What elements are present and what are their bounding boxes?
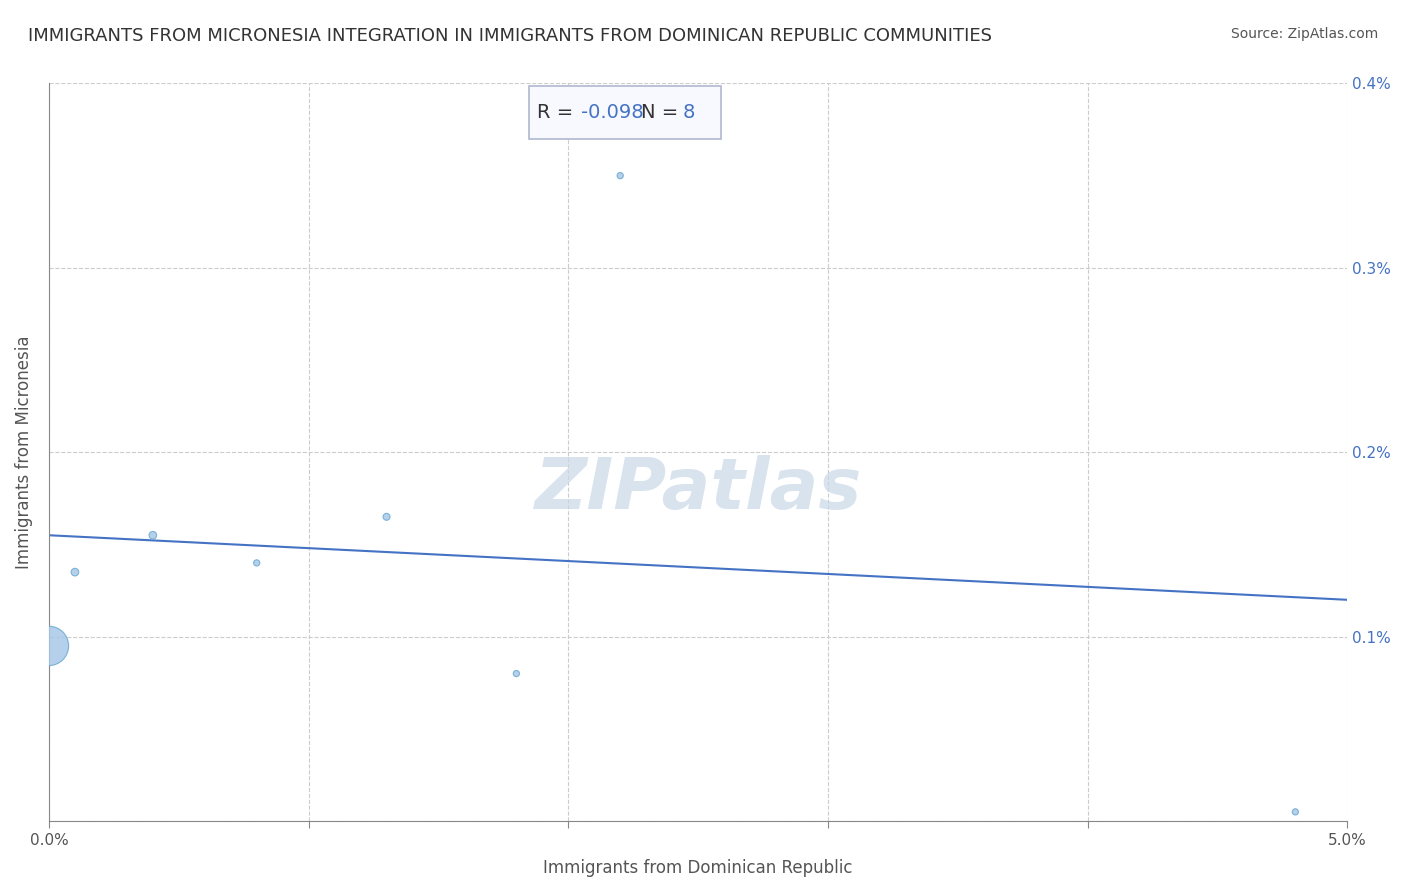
Point [63, 565, 86, 579]
Point [375, 509, 398, 524]
Point [609, 169, 631, 183]
Text: N =: N = [641, 103, 685, 121]
Text: IMMIGRANTS FROM MICRONESIA INTEGRATION IN IMMIGRANTS FROM DOMINICAN REPUBLIC COM: IMMIGRANTS FROM MICRONESIA INTEGRATION I… [28, 27, 993, 45]
Text: ZIPatlas: ZIPatlas [534, 455, 862, 524]
Y-axis label: Immigrants from Micronesia: Immigrants from Micronesia [15, 335, 32, 569]
Text: R =: R = [537, 103, 579, 121]
Point [246, 556, 269, 570]
Text: 8: 8 [682, 103, 695, 121]
Point [38, 639, 60, 653]
Point [505, 666, 527, 681]
Text: Source: ZipAtlas.com: Source: ZipAtlas.com [1230, 27, 1378, 41]
FancyBboxPatch shape [529, 86, 721, 139]
Point [142, 528, 165, 542]
Text: -0.098: -0.098 [581, 103, 644, 121]
Point [1284, 805, 1306, 819]
X-axis label: Immigrants from Dominican Republic: Immigrants from Dominican Republic [543, 859, 853, 877]
